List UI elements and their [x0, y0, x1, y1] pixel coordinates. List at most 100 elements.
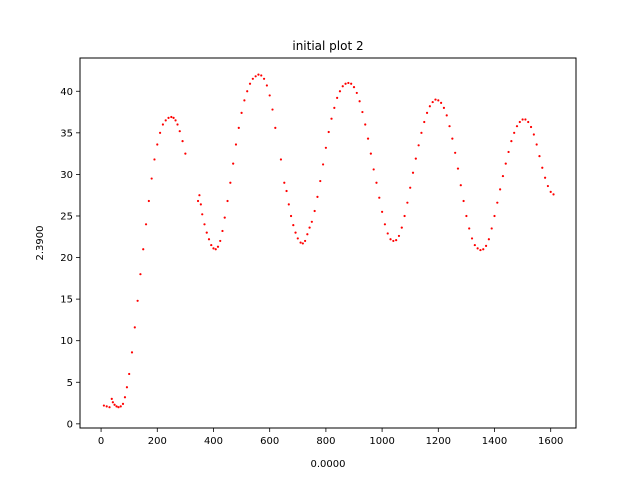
- data-point: [248, 82, 252, 85]
- data-point: [352, 86, 356, 89]
- data-point: [437, 99, 440, 102]
- data-point: [285, 189, 288, 193]
- data-point: [164, 119, 167, 122]
- data-point: [167, 116, 170, 119]
- data-point: [476, 247, 479, 250]
- y-tick-label: 15: [60, 295, 73, 306]
- data-point: [383, 223, 387, 226]
- data-point: [316, 195, 319, 198]
- data-point: [431, 100, 434, 104]
- data-point: [150, 177, 153, 180]
- data-point: [313, 209, 316, 213]
- data-point: [538, 155, 541, 158]
- data-point: [327, 130, 330, 134]
- data-point: [411, 171, 415, 174]
- data-point: [289, 214, 293, 218]
- data-point: [203, 223, 206, 226]
- data-point: [128, 372, 131, 376]
- data-point: [425, 111, 429, 114]
- data-point: [369, 152, 372, 155]
- x-tick-label: 1000: [369, 436, 394, 447]
- data-point: [102, 404, 105, 407]
- chart-title: initial plot 2: [292, 39, 363, 53]
- data-point: [214, 248, 217, 251]
- data-point: [344, 82, 347, 85]
- data-point: [496, 201, 499, 204]
- data-point: [468, 227, 471, 230]
- data-point: [532, 133, 535, 136]
- data-point: [409, 186, 412, 189]
- x-tick-label: 1200: [426, 436, 451, 447]
- x-tick-label: 600: [260, 436, 279, 447]
- data-point: [445, 114, 448, 117]
- data-point: [226, 199, 229, 203]
- data-point: [358, 100, 361, 103]
- data-point: [350, 82, 353, 85]
- data-point: [440, 101, 443, 104]
- data-point: [406, 201, 409, 204]
- data-point: [144, 223, 148, 226]
- data-point: [347, 81, 350, 85]
- data-point: [223, 216, 226, 219]
- x-tick-label: 200: [148, 436, 167, 447]
- data-point: [115, 405, 118, 408]
- data-point: [462, 199, 465, 203]
- data-point: [110, 397, 113, 400]
- x-tick-label: 1600: [538, 436, 563, 447]
- data-point: [403, 214, 406, 218]
- data-point: [484, 244, 488, 248]
- y-tick-label: 0: [67, 419, 73, 430]
- data-point: [456, 167, 460, 170]
- data-point: [501, 174, 505, 178]
- data-point: [341, 85, 344, 88]
- data-point: [400, 226, 403, 229]
- data-point: [375, 181, 378, 184]
- data-point: [219, 239, 222, 243]
- data-point: [510, 140, 513, 143]
- data-point: [535, 143, 538, 146]
- data-point: [513, 131, 516, 134]
- data-points: [102, 73, 555, 409]
- data-point: [260, 74, 263, 77]
- data-point: [251, 77, 254, 80]
- data-point: [301, 242, 304, 245]
- y-axis-ticks: 0 5 10 15 20 25 30 35 40: [60, 87, 80, 430]
- data-point: [366, 137, 370, 140]
- data-point: [381, 210, 384, 213]
- data-point: [389, 238, 392, 241]
- data-point: [543, 176, 547, 179]
- data-point: [294, 231, 297, 234]
- data-point: [386, 232, 389, 235]
- axes-frame: [79, 57, 577, 429]
- x-axis-ticks: 0 200 400 600 800 1000 1200 1400 1600: [98, 428, 563, 447]
- data-point: [292, 224, 295, 227]
- y-tick-label: 40: [60, 87, 73, 98]
- data-point: [216, 245, 220, 248]
- data-point: [504, 162, 507, 165]
- data-point: [482, 248, 485, 251]
- data-point: [136, 299, 139, 302]
- data-point: [451, 137, 454, 140]
- data-point: [296, 237, 299, 240]
- data-point: [257, 73, 260, 76]
- x-tick-label: 400: [204, 436, 223, 447]
- data-point: [268, 94, 271, 97]
- data-point: [212, 247, 215, 250]
- data-point: [470, 237, 474, 240]
- data-point: [123, 396, 127, 399]
- data-point: [234, 143, 238, 146]
- data-point: [423, 120, 426, 124]
- plot-area: 0 200 400 600 800 1000 1200 1400 1600 0 5 10 15 20 25…: [60, 57, 577, 447]
- y-tick-label: 30: [60, 170, 73, 181]
- data-point: [308, 226, 311, 229]
- data-point: [158, 131, 162, 134]
- data-point: [125, 386, 129, 389]
- data-point: [117, 406, 120, 409]
- x-tick-label: 1400: [482, 436, 507, 447]
- data-point: [321, 163, 325, 166]
- data-point: [201, 213, 204, 216]
- data-point: [310, 220, 313, 223]
- data-point: [170, 115, 173, 119]
- data-point: [283, 181, 286, 184]
- data-point: [378, 196, 381, 199]
